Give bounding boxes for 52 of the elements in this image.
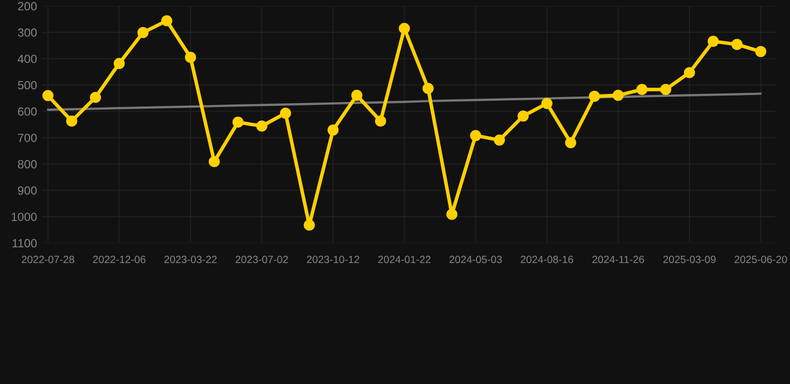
- point: [565, 137, 576, 148]
- point: [114, 58, 125, 69]
- point: [708, 36, 719, 47]
- point: [42, 90, 54, 102]
- y-tick-label: 800: [18, 160, 37, 168]
- point: [161, 15, 172, 26]
- point: [232, 116, 244, 128]
- point: [208, 156, 220, 168]
- point: [280, 108, 292, 119]
- y-tick-label: 700: [18, 134, 37, 142]
- x-tick-label: 2024-05-03: [450, 256, 502, 264]
- point: [660, 84, 672, 96]
- point: [518, 110, 529, 122]
- y-tick-label: 900: [18, 186, 37, 195]
- x-tick-label: 2022-12-06: [93, 256, 146, 264]
- x-tick-label: 2023-03-22: [164, 256, 217, 264]
- point: [256, 120, 268, 132]
- x-tick-label: 2023-07-02: [236, 256, 288, 264]
- x-tick-label: 2022-07-28: [22, 256, 74, 264]
- point: [351, 90, 362, 101]
- y-tick-label: 1000: [12, 212, 37, 222]
- y-tick-label: 600: [18, 107, 37, 116]
- y-tick-label: 400: [18, 54, 37, 64]
- point: [684, 67, 696, 78]
- point: [398, 22, 410, 34]
- point: [90, 92, 102, 103]
- point: [470, 130, 482, 142]
- y-tick-label: 200: [18, 2, 37, 10]
- point: [304, 220, 315, 231]
- point: [375, 116, 386, 127]
- point: [731, 38, 743, 50]
- point: [184, 52, 196, 63]
- x-tick-label: 2023-10-12: [306, 256, 360, 264]
- point: [328, 124, 339, 136]
- point: [494, 134, 505, 146]
- point: [588, 90, 600, 102]
- x-tick-label: 2024-11-26: [592, 256, 644, 264]
- point: [636, 84, 648, 96]
- point: [755, 46, 766, 58]
- x-tick-label: 2025-03-09: [663, 256, 716, 264]
- y-tick-label: 300: [18, 28, 37, 37]
- x-tick-label: 2025-06-20: [734, 256, 787, 264]
- point: [541, 98, 552, 109]
- x-tick-label: 2024-01-22: [378, 256, 430, 264]
- point: [422, 82, 434, 94]
- point: [612, 90, 624, 101]
- point: [66, 116, 78, 127]
- y-tick-label: 500: [18, 81, 37, 90]
- y-tick-label: 1100: [12, 239, 37, 248]
- x-tick-label: 2024-08-16: [520, 256, 574, 264]
- point: [137, 27, 149, 38]
- point: [446, 208, 458, 220]
